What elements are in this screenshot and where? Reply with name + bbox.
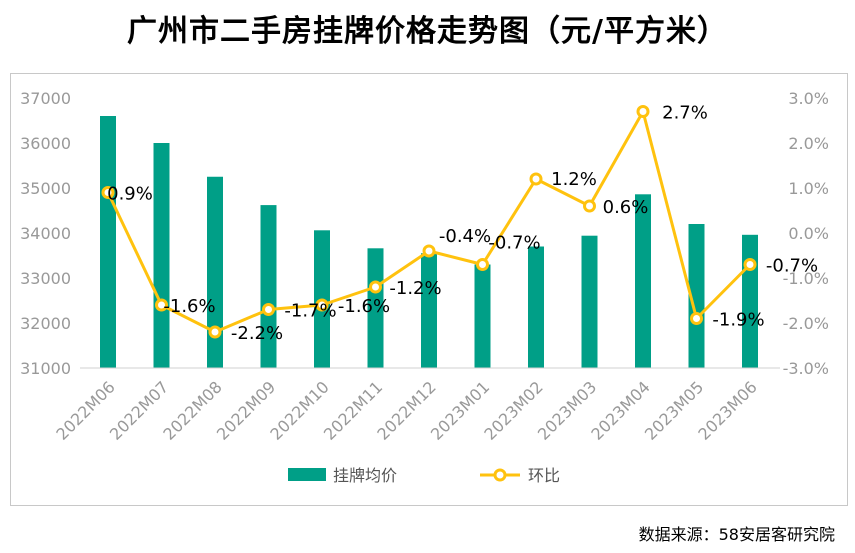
line-point-2022M09 [262, 303, 275, 316]
left-axis-tick-label: 31000 [20, 359, 71, 378]
data-label: 2.7% [662, 103, 708, 124]
right-axis-tick-label: 2.0% [788, 134, 829, 153]
left-axis-tick-label: 33000 [20, 269, 71, 288]
bar-2023M02 [528, 246, 544, 368]
bar-2022M11 [367, 248, 384, 368]
x-axis-tick-label: 2023M06 [694, 377, 760, 443]
bar-2022M08 [207, 176, 223, 368]
right-axis-tick-label: 0.0% [788, 224, 829, 243]
data-label: -0.7% [766, 256, 818, 277]
bar-2023M01 [474, 264, 491, 368]
data-label: -1.6% [338, 296, 390, 317]
left-axis-tick-label: 34000 [20, 224, 71, 243]
legend-line-marker [493, 468, 507, 482]
right-axis-tick-label: -2.0% [783, 314, 829, 333]
legend-label: 环比 [528, 466, 560, 485]
bar-2022M07 [153, 143, 170, 368]
line-point-2022M12 [422, 244, 436, 258]
line-point-2023M04 [636, 105, 650, 118]
line-point-2023M03 [583, 199, 596, 213]
bar-2022M06 [100, 116, 116, 368]
data-label: -1.7% [284, 301, 336, 322]
left-axis-tick-label: 37000 [20, 89, 71, 108]
data-label: -0.4% [439, 226, 491, 247]
bar-2022M09 [260, 205, 277, 368]
chart-frame [10, 73, 848, 506]
right-axis-tick-label: -1.0% [783, 269, 829, 288]
data-label: -1.9% [712, 310, 764, 331]
left-axis-tick-label: 35000 [20, 179, 71, 198]
right-axis-tick-label: 3.0% [788, 89, 829, 108]
line-point-2022M08 [208, 325, 222, 339]
line-point-2023M05 [690, 312, 703, 325]
left-axis-tick-label: 36000 [20, 134, 71, 153]
line-point-2023M01 [476, 258, 489, 271]
chart-title: 广州市二手房挂牌价格走势图（元/平方米） [127, 14, 728, 49]
line-point-2022M06 [101, 186, 115, 199]
data-label: 0.9% [107, 184, 153, 205]
data-label: -0.7% [488, 233, 540, 254]
bar-2022M12 [421, 253, 437, 368]
data-label: -2.2% [231, 323, 283, 344]
data-source: 数据来源：58安居客研究院 [638, 525, 835, 544]
line-point-2022M11 [369, 280, 382, 294]
line-point-2022M10 [315, 298, 329, 312]
right-axis-tick-label: 1.0% [788, 179, 829, 198]
legend-bar-swatch [288, 468, 326, 481]
bar-2023M05 [688, 224, 705, 368]
data-label: -1.6% [163, 296, 215, 317]
bar-2023M06 [742, 234, 758, 368]
data-label: -1.2% [389, 278, 441, 299]
legend-label: 挂牌均价 [333, 466, 397, 485]
line-point-2023M02 [529, 172, 543, 186]
line-point-2022M07 [155, 298, 168, 312]
data-label: 0.6% [603, 197, 649, 218]
bar-2023M04 [635, 194, 651, 368]
bar-2023M03 [581, 235, 598, 368]
right-axis-tick-label: -3.0% [783, 359, 829, 378]
left-axis-tick-label: 32000 [20, 314, 71, 333]
data-label: 1.2% [551, 169, 597, 190]
line-point-2023M06 [743, 258, 757, 271]
